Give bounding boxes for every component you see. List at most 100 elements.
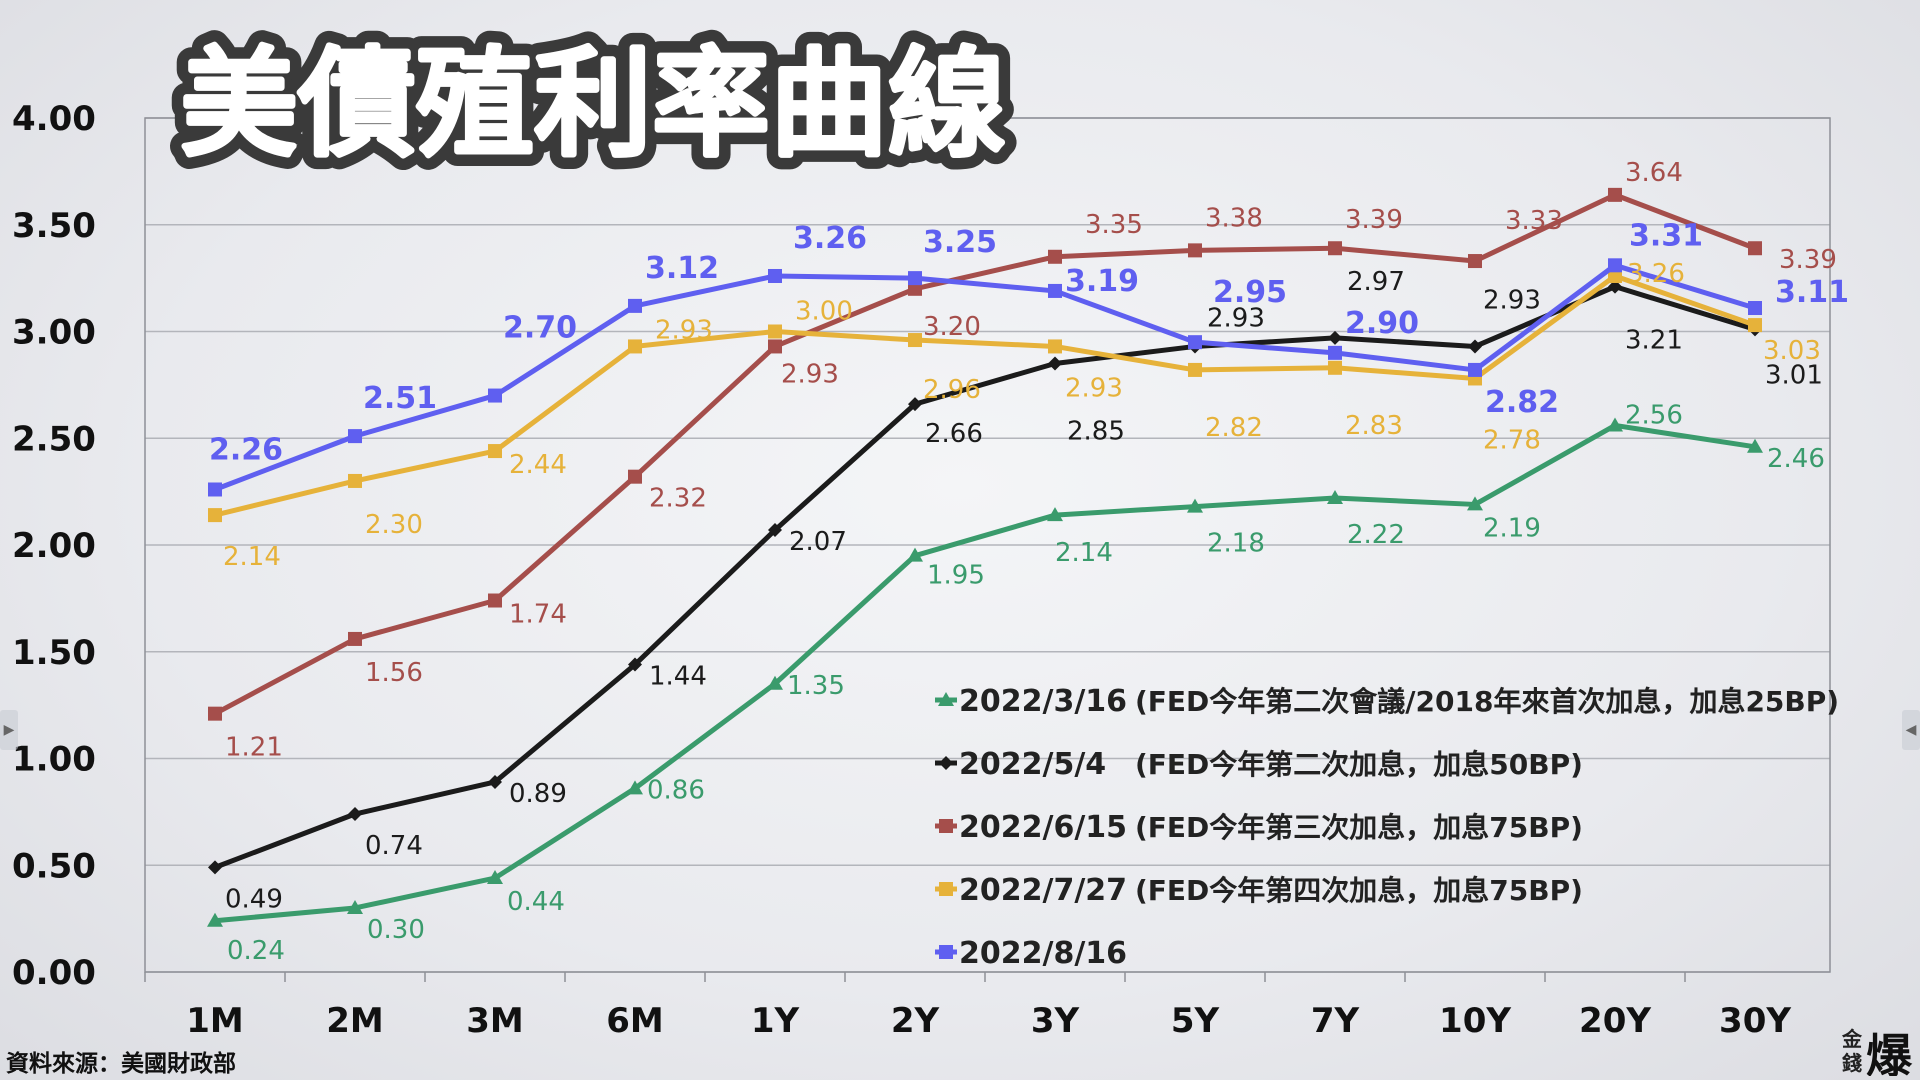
data-label: 3.31 <box>1629 218 1703 253</box>
next-arrow-icon[interactable]: ◀ <box>1902 710 1920 750</box>
data-point <box>487 870 503 885</box>
series-line <box>213 192 1756 716</box>
data-label: 2.93 <box>1065 373 1123 403</box>
x-tick-label: 3Y <box>1031 1001 1080 1041</box>
y-tick-label: 2.50 <box>12 419 96 459</box>
data-label: 3.11 <box>1775 275 1849 310</box>
data-label: 3.38 <box>1205 203 1263 233</box>
y-tick-label: 0.50 <box>12 846 96 886</box>
data-label: 3.26 <box>793 221 867 256</box>
x-tick-label: 2Y <box>891 1001 940 1041</box>
data-point <box>1188 243 1202 258</box>
data-point <box>907 547 923 562</box>
data-label: 3.00 <box>795 297 853 327</box>
data-point <box>1608 279 1622 294</box>
series-lines <box>207 187 1763 927</box>
data-label: 3.12 <box>645 251 719 286</box>
data-label: 2.70 <box>503 311 577 346</box>
data-point <box>1468 362 1482 377</box>
data-label: 3.39 <box>1779 245 1837 275</box>
data-point <box>348 807 362 822</box>
data-label: 3.33 <box>1505 206 1563 236</box>
x-tick-label: 30Y <box>1719 1001 1791 1041</box>
data-label: 3.64 <box>1625 158 1683 188</box>
data-label: 2.56 <box>1625 400 1683 430</box>
data-label: 3.21 <box>1625 326 1683 356</box>
data-label: 1.21 <box>225 733 283 763</box>
x-tick-label: 6M <box>606 1001 664 1041</box>
data-label: 1.56 <box>365 658 423 688</box>
data-point <box>1608 268 1622 283</box>
y-tick-label: 3.50 <box>12 206 96 246</box>
data-point <box>348 429 362 444</box>
data-label: 2.82 <box>1205 413 1263 443</box>
svg-text:錢: 錢 <box>1842 1051 1862 1075</box>
legend-entry-name: 2022/3/16 <box>959 684 1127 719</box>
data-point <box>908 281 922 296</box>
data-point <box>208 482 222 497</box>
data-label: 2.93 <box>781 359 839 389</box>
data-label: 2.78 <box>1483 425 1541 455</box>
data-point <box>767 675 783 690</box>
data-point <box>1748 241 1762 256</box>
data-point <box>908 397 922 412</box>
data-point <box>1747 438 1763 453</box>
legend-entry-name: 2022/8/16 <box>959 936 1127 971</box>
data-point <box>488 444 502 459</box>
data-label: 0.24 <box>227 936 285 966</box>
data-label: 2.18 <box>1207 529 1265 559</box>
data-label: 2.46 <box>1767 444 1825 474</box>
data-point <box>768 268 782 283</box>
data-label: 3.39 <box>1345 205 1403 235</box>
data-point <box>939 819 953 833</box>
data-point <box>1748 301 1762 316</box>
y-tick-label: 1.50 <box>12 633 96 673</box>
data-point <box>488 593 502 608</box>
legend-entry-name: 2022/6/15 <box>959 810 1127 845</box>
plot-frame <box>144 117 1831 973</box>
data-label: 2.19 <box>1483 513 1541 543</box>
x-tick-label: 3M <box>466 1001 524 1041</box>
data-point <box>488 774 502 789</box>
prev-arrow-icon[interactable]: ▶ <box>0 710 18 750</box>
svg-text:金: 金 <box>1841 1027 1863 1051</box>
data-label: 3.03 <box>1763 336 1821 366</box>
data-label: 2.22 <box>1347 520 1405 550</box>
data-point <box>347 899 363 914</box>
data-label: 2.83 <box>1345 411 1403 441</box>
y-tick-label: 3.00 <box>12 313 96 353</box>
x-tick-label: 1Y <box>751 1001 800 1041</box>
data-point <box>628 657 642 672</box>
data-point <box>1467 496 1483 511</box>
data-point <box>908 271 922 286</box>
data-point <box>1607 417 1623 432</box>
data-label: 2.26 <box>209 432 283 467</box>
data-point <box>207 912 223 927</box>
data-label: 0.49 <box>225 884 283 914</box>
data-point <box>628 339 642 354</box>
data-label: 2.32 <box>649 484 707 514</box>
series-line <box>214 422 1756 924</box>
data-label: 2.93 <box>1207 303 1265 333</box>
data-point <box>938 692 954 706</box>
data-point <box>628 298 642 313</box>
data-label: 3.25 <box>923 225 997 260</box>
data-label: 1.35 <box>787 671 845 701</box>
data-point <box>1468 254 1482 269</box>
data-point <box>1328 345 1342 360</box>
data-label: 2.66 <box>925 419 983 449</box>
data-point <box>1328 241 1342 256</box>
series-line <box>214 284 1756 870</box>
legend-entry-note: (FED今年第二次會議/2018年來首次加息，加息25BP) <box>1135 685 1839 718</box>
legend-entry-name: 2022/7/27 <box>959 873 1127 908</box>
x-tick-label: 10Y <box>1439 1001 1511 1041</box>
data-point <box>1048 339 1062 354</box>
data-label: 2.96 <box>923 375 981 405</box>
data-point <box>628 469 642 484</box>
data-label: 0.74 <box>365 831 423 861</box>
data-label: 0.89 <box>509 779 567 809</box>
x-tick-label: 1M <box>186 1001 244 1041</box>
x-tick-label: 20Y <box>1579 1001 1651 1041</box>
data-label: 2.85 <box>1067 417 1125 447</box>
data-point <box>1468 339 1482 354</box>
